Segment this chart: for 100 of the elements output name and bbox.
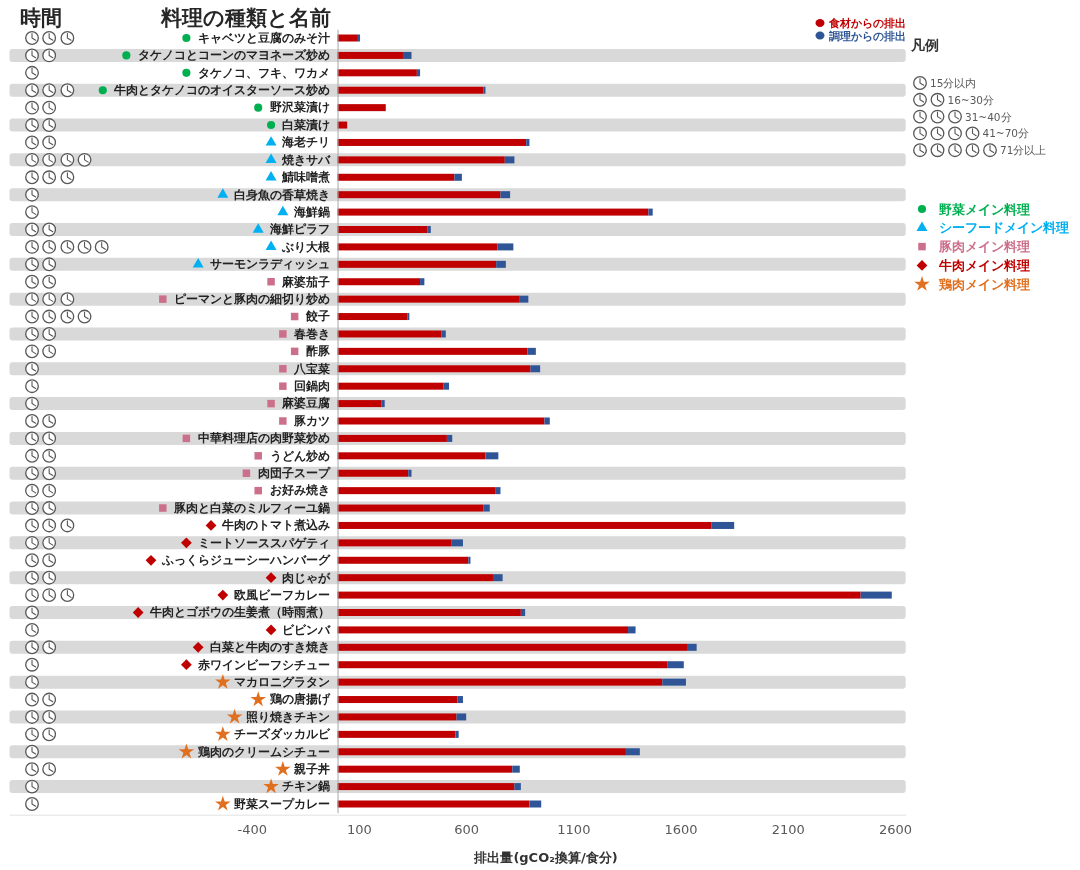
bar <box>451 539 463 547</box>
bar <box>496 260 506 268</box>
x-tick-label: 100 <box>347 821 372 837</box>
y-tick-label: 回鍋肉 <box>293 379 330 394</box>
y-tick-label: 野菜スープカレー <box>233 796 330 811</box>
bar <box>454 173 462 181</box>
bar <box>514 783 521 791</box>
y-tick-label: 豚カツ <box>292 413 330 428</box>
y-tick-label: 麻婆茄子 <box>280 274 330 289</box>
y-tick-label: ピーマンと豚肉の細切り炒め <box>173 291 330 306</box>
y-tick-label: 中華料理店の肉野菜炒め <box>197 431 330 446</box>
x-tick-label: 1600 <box>664 821 698 837</box>
bar <box>337 452 486 460</box>
x-tick-label: 600 <box>454 821 480 837</box>
bar <box>512 765 520 773</box>
y-tick-label: 牛肉とタケノコのオイスターソース炒め <box>112 83 330 98</box>
bar <box>628 626 636 634</box>
y-tick-label: タケノコ、フキ、ワカメ <box>197 65 330 80</box>
y-tick-label: 赤ワインビーフシチュー <box>196 657 330 672</box>
bar <box>337 643 688 651</box>
bar <box>337 365 531 373</box>
bar <box>337 696 458 704</box>
bar <box>337 400 382 408</box>
y-tick-label: 餃子 <box>304 309 330 324</box>
bar <box>337 504 484 512</box>
y-tick-label: 海鮮ピラフ <box>268 222 330 237</box>
y-tick-label: ふっくらジューシーハンバーグ <box>160 553 331 568</box>
bar <box>662 678 686 686</box>
y-tick-label: 牛肉のトマト煮込み <box>220 518 330 533</box>
y-tick-label: チキン鍋 <box>281 779 330 794</box>
bar <box>337 678 663 686</box>
bar <box>337 730 456 738</box>
y-tick-label: 焼きサバ <box>280 152 331 167</box>
bar <box>527 347 536 355</box>
bar <box>337 574 493 582</box>
bar <box>420 278 425 286</box>
y-tick-label: サーモンラディッシュ <box>209 257 330 272</box>
y-tick-label: 白菜と牛肉のすき焼き <box>209 640 330 655</box>
y-axis-title: 料理の種類と名前 <box>160 6 331 30</box>
y-tick-label: マカロニグラタン <box>233 674 330 689</box>
legend-label: 鶏肉メイン料理 <box>938 276 1030 292</box>
bar <box>455 730 459 738</box>
bar <box>337 138 527 146</box>
y-tick-label: 海鮮鍋 <box>292 204 330 219</box>
bar <box>337 278 421 286</box>
legend-label: 16~30分 <box>947 93 995 106</box>
bar <box>667 661 684 669</box>
bar <box>337 156 505 164</box>
bar <box>530 365 541 373</box>
y-tick-label: 麻婆豆腐 <box>280 396 330 411</box>
x-tick-label: 2600 <box>878 821 913 837</box>
bar <box>337 591 861 599</box>
bar <box>337 748 626 756</box>
bar <box>337 539 452 547</box>
y-tick-label: ぶり大根 <box>280 239 331 254</box>
bar <box>337 208 649 216</box>
bar <box>625 748 640 756</box>
y-tick-label: 八宝菜 <box>292 361 330 376</box>
bar <box>337 243 498 251</box>
bar <box>544 417 550 425</box>
bar <box>337 260 497 268</box>
bar <box>483 86 486 94</box>
bar <box>446 434 453 442</box>
bar <box>337 347 528 355</box>
y-tick-label: 野沢菜漬け <box>269 100 330 115</box>
bar <box>441 330 446 338</box>
y-tick-label: 親子丼 <box>292 762 330 777</box>
bar <box>407 313 410 321</box>
y-tick-label: うどん炒め <box>269 448 330 463</box>
bar <box>337 417 545 425</box>
y-tick-label: チーズダッカルビ <box>233 727 331 742</box>
legend-label: 牛肉メイン料理 <box>938 257 1030 273</box>
bar <box>337 51 403 59</box>
bar <box>337 34 358 42</box>
bar <box>337 713 457 721</box>
y-tick-label: 酢豚 <box>305 344 331 359</box>
bar <box>337 800 530 808</box>
bar <box>402 51 412 59</box>
y-tick-label: 照り焼きチキン <box>245 709 330 724</box>
legend-label: 31~40分 <box>965 110 1012 123</box>
bar <box>337 556 469 564</box>
x-tick-label: 2100 <box>771 821 805 837</box>
bar <box>427 226 431 233</box>
bar <box>492 574 503 582</box>
bar <box>337 487 496 495</box>
bar <box>337 330 442 338</box>
legend-label: 41~70分 <box>982 127 1030 140</box>
legend-label: 調理からの排出 <box>829 29 906 42</box>
y-tick-label: 海老チリ <box>280 135 330 150</box>
bar <box>520 609 526 616</box>
bar <box>485 452 499 460</box>
y-tick-label: 欧風ビーフカレー <box>233 587 330 602</box>
y-tick-label: 鯖味噌煮 <box>280 170 330 185</box>
x-tick-label: -400 <box>237 821 268 837</box>
bar <box>468 556 471 564</box>
y-tick-label: 豚肉と白菜のミルフィーユ鍋 <box>172 500 330 515</box>
bar <box>337 521 712 529</box>
y-tick-label: 白菜漬け <box>281 117 330 132</box>
legend-label: シーフードメイン料理 <box>939 220 1069 236</box>
bar <box>504 156 515 164</box>
